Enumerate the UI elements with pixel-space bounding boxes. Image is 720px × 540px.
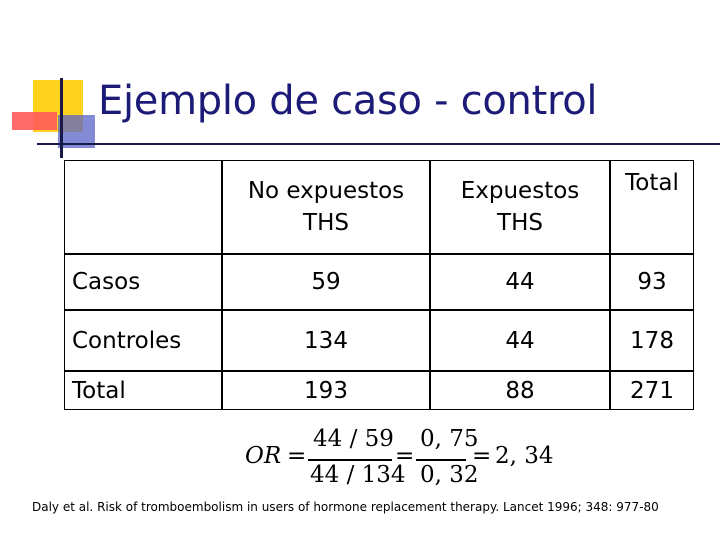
table-row-label: Controles [64, 310, 222, 371]
header-line: Total [625, 170, 679, 196]
fraction-bar [416, 459, 466, 461]
fraction-bar [308, 459, 392, 461]
formula-numerator-1: 44 / 59 [313, 426, 394, 452]
table-cell: 178 [610, 310, 694, 371]
title-decoration-blue [58, 115, 95, 148]
table-cell: 44 [430, 254, 610, 310]
table-cell: 93 [610, 254, 694, 310]
formula-equals: = [472, 443, 492, 469]
title-decoration-red [12, 112, 57, 130]
formula-equals: = [287, 443, 307, 469]
table-row-label: Total [64, 371, 222, 410]
table-header-total: Total [610, 160, 694, 254]
header-line: Expuestos [460, 178, 580, 204]
title-decoration-vertical-line [60, 78, 63, 158]
formula-result: 2, 34 [495, 443, 554, 469]
table-cell: 59 [222, 254, 430, 310]
formula-equals: = [395, 443, 415, 469]
table-corner-cell [64, 160, 222, 254]
title-underline [37, 143, 720, 145]
formula-lhs: OR [245, 443, 282, 469]
table-cell: 271 [610, 371, 694, 410]
formula-denominator-2: 0, 32 [420, 462, 479, 488]
formula-numerator-2: 0, 75 [420, 426, 479, 452]
table-header-no-expuestos: No expuestos THS [222, 160, 430, 254]
case-control-table: No expuestos THS Expuestos THS Total Cas… [64, 160, 694, 410]
table-cell: 88 [430, 371, 610, 410]
header-line: No expuestos [247, 178, 405, 204]
formula-denominator-1: 44 / 134 [310, 462, 406, 488]
citation: Daly et al. Risk of tromboembolism in us… [32, 500, 659, 514]
slide-title: Ejemplo de caso - control [98, 78, 598, 124]
table-header-expuestos: Expuestos THS [430, 160, 610, 254]
table-cell: 193 [222, 371, 430, 410]
table-cell: 44 [430, 310, 610, 371]
table-cell: 134 [222, 310, 430, 371]
header-line: THS [303, 210, 349, 236]
odds-ratio-formula: OR = 44 / 59 44 / 134 = 0, 75 0, 32 = 2,… [240, 426, 554, 492]
table-row-label: Casos [64, 254, 222, 310]
header-line: THS [497, 210, 543, 236]
